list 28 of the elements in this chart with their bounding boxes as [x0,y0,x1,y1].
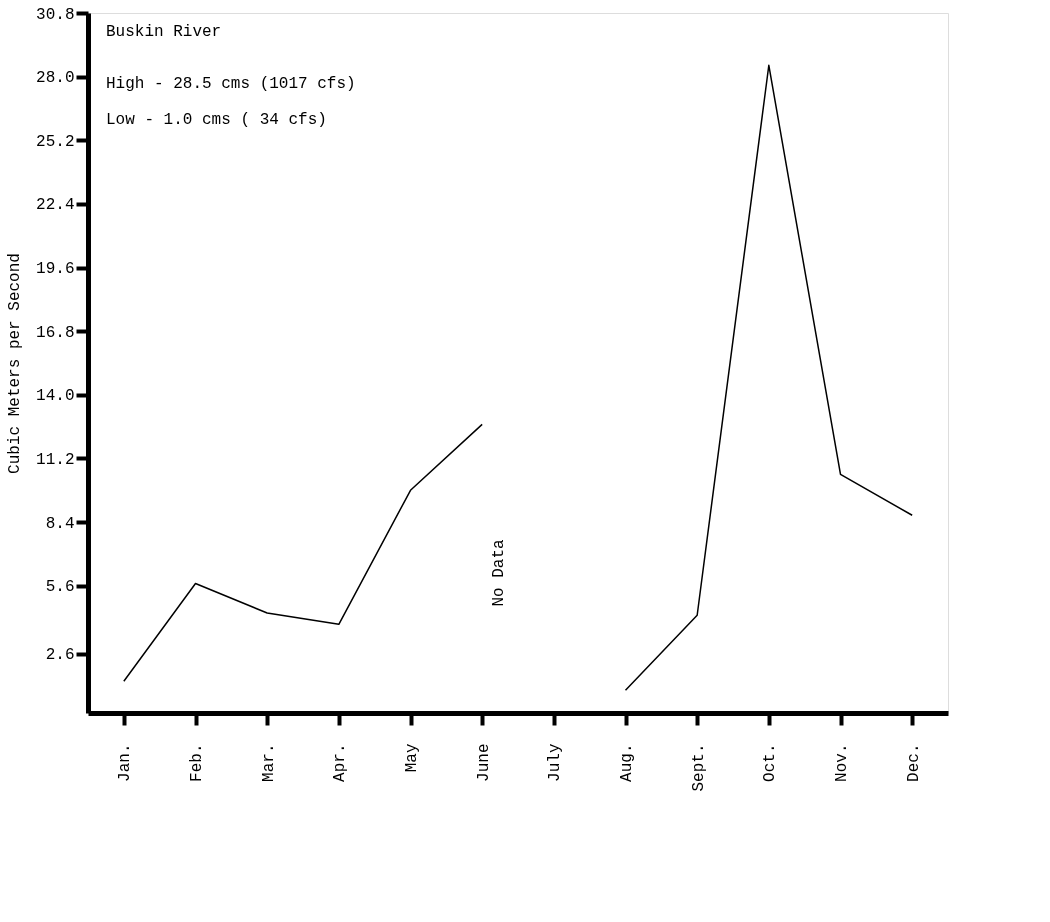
annotation: High - 28.5 cms (1017 cfs) [106,75,356,93]
x-tick-label: Feb. [188,743,206,782]
annotation: Low - 1.0 cms ( 34 cfs) [106,111,327,129]
y-tick-label: 30.8 [36,5,75,24]
x-tick-label: Sept. [689,743,708,792]
x-tick-label: July [546,743,565,782]
y-tick-label: 28.0 [36,69,75,88]
y-tick-label: 11.2 [36,450,75,469]
annotation: No Data [490,539,508,607]
annotation: Buskin River [106,23,222,41]
x-tick-label: Aug. [618,743,636,782]
y-tick-label: 25.2 [36,132,75,151]
y-axis-title: Cubic Meters per Second [6,253,25,474]
x-tick-label: Oct. [761,743,780,782]
x-tick-label: May [403,743,421,773]
x-tick-label: Dec. [904,743,923,782]
x-tick-label: June [474,743,493,782]
x-tick-label: Apr. [331,743,350,782]
y-tick-label: 2.6 [45,646,75,665]
x-tick-label: Nov. [833,743,851,782]
y-tick-label: 19.6 [36,260,75,279]
x-tick-label: Mar. [259,743,278,782]
y-tick-label: 22.4 [36,196,75,215]
y-tick-label: 14.0 [36,387,75,406]
y-tick-label: 5.6 [45,578,75,597]
x-tick-label: Jan. [116,743,135,782]
y-tick-label: 16.8 [36,323,75,342]
y-tick-label: 8.4 [45,514,75,533]
